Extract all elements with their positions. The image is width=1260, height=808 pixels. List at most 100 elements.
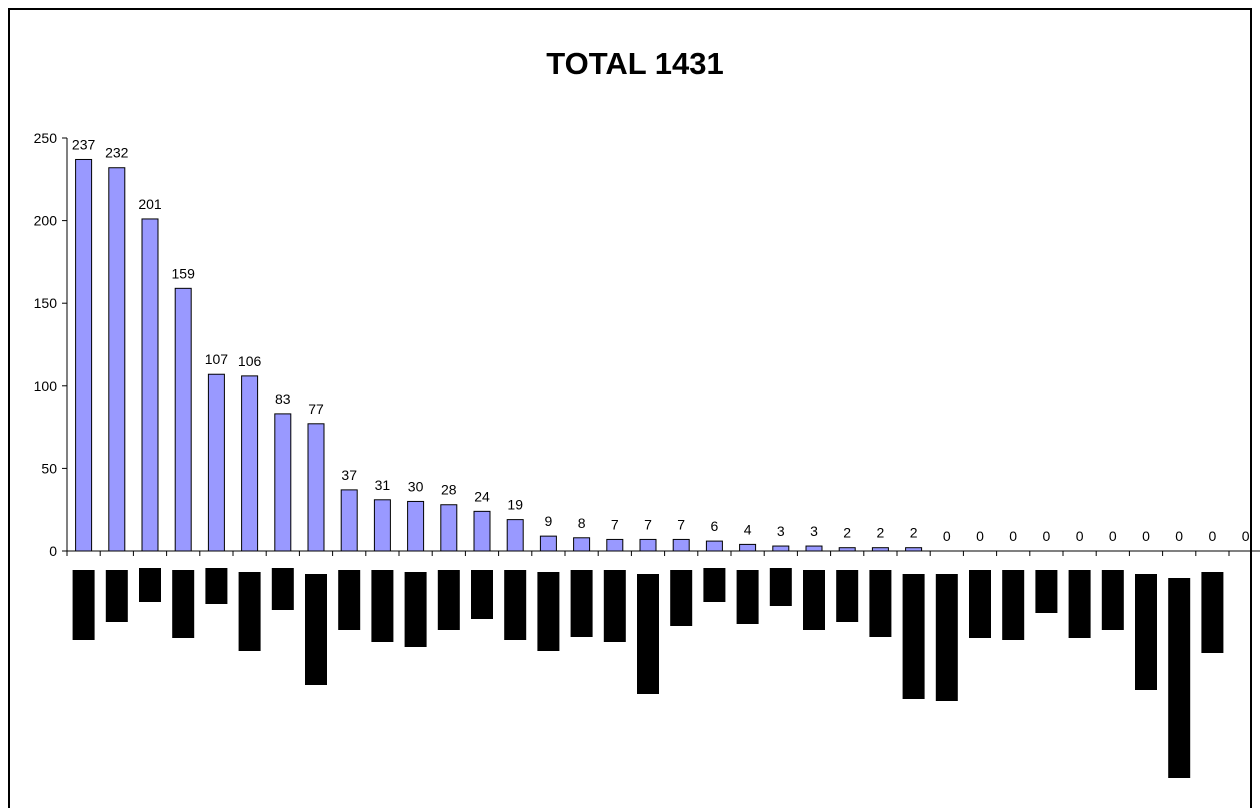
data-label: 9 [545, 513, 553, 529]
redacted-category-label [172, 570, 195, 638]
y-tick-label: 250 [34, 130, 58, 146]
bar [805, 545, 823, 552]
data-label: 106 [238, 353, 262, 369]
redacted-category-label [471, 570, 493, 619]
data-label: 0 [1109, 528, 1117, 544]
data-label: 37 [341, 467, 357, 483]
redacted-category-label [769, 568, 792, 606]
redacted-category-label [371, 570, 394, 642]
y-tick-label: 150 [34, 295, 58, 311]
data-label: 0 [1209, 528, 1217, 544]
redacted-category-label [1135, 574, 1157, 690]
bar [340, 489, 358, 552]
redacted-category-label [1068, 570, 1091, 638]
redacted-category-label [139, 568, 161, 602]
redacted-category-label [271, 568, 294, 610]
redacted-category-label [437, 570, 460, 630]
redacted-category-label [1201, 572, 1224, 653]
data-label: 0 [1043, 528, 1051, 544]
bar [772, 545, 790, 552]
bar [539, 535, 557, 552]
redacted-category-label [504, 570, 527, 640]
data-label: 0 [1175, 528, 1183, 544]
redacted-category-label [305, 574, 327, 685]
redacted-category-label [637, 574, 659, 694]
redacted-category-label [338, 570, 361, 630]
bar [639, 538, 657, 552]
redacted-category-label [969, 570, 991, 638]
data-label: 0 [1076, 528, 1084, 544]
bar [506, 519, 524, 552]
bar [373, 499, 391, 552]
redacted-category-label [869, 570, 892, 637]
bar [75, 158, 93, 552]
data-label: 0 [976, 528, 984, 544]
y-tick-label: 0 [49, 543, 57, 559]
redacted-category-label [205, 568, 228, 604]
bar [141, 218, 159, 552]
data-label: 232 [105, 145, 129, 161]
bar [207, 373, 225, 552]
data-label: 83 [275, 391, 291, 407]
data-label: 7 [611, 516, 619, 532]
data-label: 4 [744, 521, 752, 537]
redacted-category-label [537, 572, 560, 651]
redacted-category-label [72, 570, 95, 640]
bar [274, 413, 292, 552]
data-label: 31 [375, 477, 391, 493]
data-label: 0 [1009, 528, 1017, 544]
data-label: 2 [877, 525, 885, 541]
bar [739, 543, 757, 552]
redacted-category-label [935, 574, 958, 701]
chart-title: TOTAL 1431 [546, 46, 723, 81]
category-labels-redacted [72, 568, 1224, 778]
bar [108, 167, 126, 552]
data-label: 19 [507, 497, 523, 513]
data-label: 30 [408, 478, 424, 494]
redacted-category-label [736, 570, 759, 624]
data-label: 159 [172, 265, 196, 281]
bar [905, 547, 923, 552]
data-label: 3 [810, 523, 818, 539]
redacted-category-label [1002, 570, 1025, 640]
data-label: 201 [138, 196, 162, 212]
redacted-category-label [902, 574, 925, 699]
redacted-category-label [404, 572, 427, 647]
bar [672, 538, 690, 552]
bar [838, 547, 856, 552]
bar [407, 500, 425, 552]
chart-frame [8, 8, 1252, 808]
redacted-category-label [1168, 578, 1191, 778]
bar [473, 510, 491, 552]
redacted-category-label [670, 570, 693, 626]
data-label: 24 [474, 488, 490, 504]
redacted-category-label [1101, 570, 1124, 630]
data-label: 77 [308, 401, 324, 417]
y-tick-label: 100 [34, 378, 58, 394]
data-label: 237 [72, 136, 96, 152]
bar [174, 287, 192, 552]
data-label: 7 [677, 516, 685, 532]
data-label: 28 [441, 482, 457, 498]
data-label: 6 [711, 518, 719, 534]
data-label: 7 [644, 516, 652, 532]
redacted-category-label [570, 570, 593, 637]
data-label: 3 [777, 523, 785, 539]
redacted-category-label [105, 570, 128, 622]
redacted-category-label [803, 570, 825, 630]
redacted-category-label [836, 570, 859, 622]
bar [705, 540, 723, 552]
redacted-category-label [703, 568, 726, 602]
redacted-category-label [238, 572, 261, 651]
data-label: 2 [843, 525, 851, 541]
bar [871, 547, 889, 552]
data-label: 2 [910, 525, 918, 541]
y-tick-label: 200 [34, 213, 58, 229]
redacted-category-label [1035, 570, 1058, 613]
bars [75, 158, 923, 552]
bar [606, 538, 624, 552]
bar [573, 537, 591, 552]
redacted-category-label [603, 570, 626, 642]
